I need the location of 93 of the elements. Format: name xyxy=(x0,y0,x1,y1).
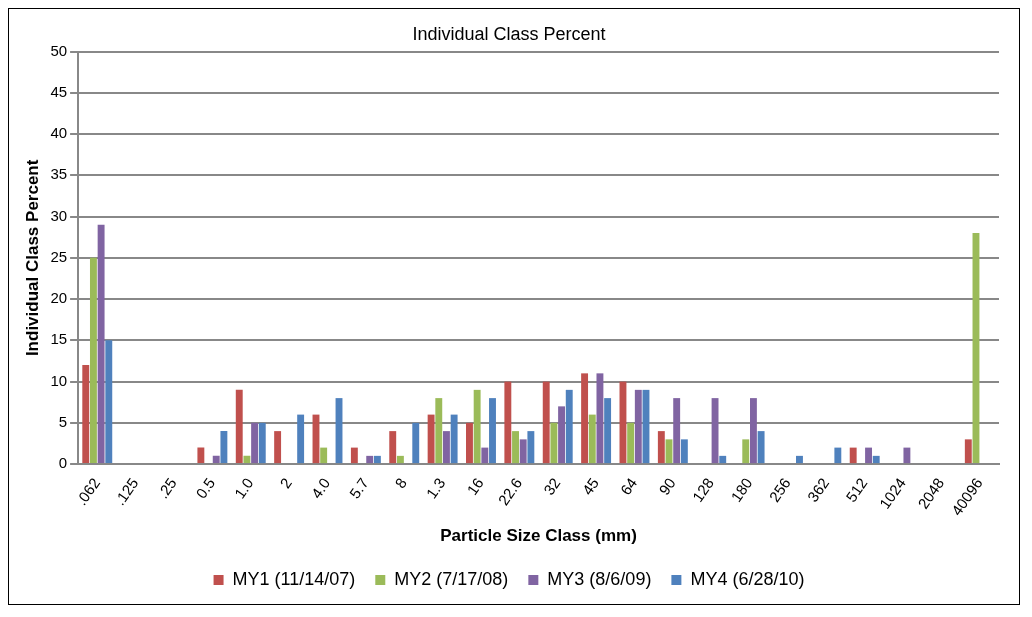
bar xyxy=(82,365,90,464)
bar xyxy=(251,422,259,464)
bar xyxy=(749,398,757,464)
bar xyxy=(396,455,404,464)
bar xyxy=(558,406,566,464)
y-tick-label: 10 xyxy=(50,371,68,389)
x-tick-label: 5.7 xyxy=(345,474,372,502)
bar xyxy=(220,431,228,464)
y-tick-label: 45 xyxy=(50,82,68,100)
bar xyxy=(542,381,550,464)
bar xyxy=(711,398,719,464)
legend-label: MY3 (8/6/09) xyxy=(547,568,652,589)
legend-label: MY2 (7/17/08) xyxy=(394,568,509,589)
bar xyxy=(796,455,803,464)
bar xyxy=(872,455,880,464)
bar xyxy=(89,257,97,464)
bar xyxy=(373,455,381,464)
bar xyxy=(297,414,305,464)
bar xyxy=(964,439,972,464)
y-tick-label: 30 xyxy=(50,206,68,224)
x-tick-label: 180 xyxy=(727,474,756,505)
bar xyxy=(550,422,558,464)
bar xyxy=(443,431,450,464)
y-axis-title: Individual Class Percent xyxy=(22,159,42,357)
bar xyxy=(320,447,328,464)
legend-label: MY4 (6/28/10) xyxy=(690,568,805,589)
bar xyxy=(604,398,612,464)
bar xyxy=(903,447,911,464)
bar xyxy=(565,389,573,464)
bar xyxy=(243,455,251,464)
bar xyxy=(212,455,220,464)
x-tick-label: 128 xyxy=(688,474,718,505)
x-tick-label: 362 xyxy=(803,474,833,505)
bar xyxy=(596,373,604,464)
bar xyxy=(274,431,282,464)
bar xyxy=(105,340,113,464)
bar xyxy=(588,414,596,464)
x-tick-label: 0.5 xyxy=(192,474,219,502)
bar xyxy=(466,422,473,464)
x-tick-label: 32 xyxy=(540,474,564,499)
x-tick-label: 2 xyxy=(276,474,295,492)
bar xyxy=(97,224,105,464)
x-tick-label: 256 xyxy=(765,474,794,505)
bar xyxy=(634,389,642,464)
bar xyxy=(350,447,358,464)
bar xyxy=(834,447,842,464)
bar xyxy=(865,447,872,464)
bar xyxy=(527,431,535,464)
y-tick-label: 50 xyxy=(50,41,68,59)
y-tick-label: 20 xyxy=(50,289,68,307)
bar xyxy=(673,398,681,464)
bar xyxy=(757,431,765,464)
bar xyxy=(504,381,512,464)
x-axis-title: Particle Size Class (mm) xyxy=(440,526,637,546)
legend-label: MY1 (11/14/07) xyxy=(232,568,356,589)
bar xyxy=(849,447,857,464)
bar xyxy=(512,431,519,464)
bar xyxy=(235,389,243,464)
x-tick-label: 90 xyxy=(655,474,679,499)
bar xyxy=(481,447,489,464)
bar xyxy=(489,398,496,464)
bar xyxy=(366,455,374,464)
bar xyxy=(197,447,205,464)
x-tick-label: 45 xyxy=(578,474,602,499)
y-tick-label: 40 xyxy=(50,124,68,142)
x-tick-label: 512 xyxy=(842,474,871,505)
x-tick-label: 64 xyxy=(616,474,641,499)
bar xyxy=(581,373,589,464)
bar xyxy=(742,439,750,464)
bar xyxy=(657,431,665,464)
x-tick-label: 1.0 xyxy=(230,474,257,502)
x-tick-label: 8 xyxy=(391,474,411,492)
bar xyxy=(389,431,397,464)
x-tick-label: .25 xyxy=(153,474,180,502)
bar xyxy=(719,455,727,464)
bar xyxy=(680,439,688,464)
y-tick-label: 5 xyxy=(58,413,68,430)
bar xyxy=(519,439,527,464)
bar xyxy=(473,389,481,464)
chart-title: Individual Class Percent xyxy=(412,23,606,44)
x-tick-label: 16 xyxy=(463,474,487,499)
bar xyxy=(258,422,266,464)
bar xyxy=(427,414,435,464)
bar xyxy=(435,398,443,464)
x-tick-label: 4.0 xyxy=(307,474,334,502)
bar xyxy=(412,422,420,464)
y-tick-label: 25 xyxy=(50,247,68,265)
y-tick-label: 15 xyxy=(50,330,68,348)
x-tick-label: 1.3 xyxy=(422,474,449,502)
bar xyxy=(450,414,458,464)
y-tick-label: 35 xyxy=(50,165,68,183)
bar xyxy=(627,422,635,464)
y-tick-label: 0 xyxy=(58,454,68,472)
